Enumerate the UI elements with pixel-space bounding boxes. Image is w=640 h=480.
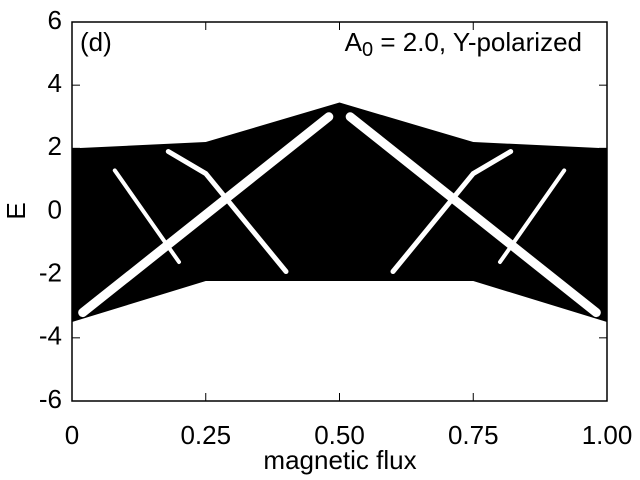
y-tick-label: 2 [48, 131, 62, 161]
spectral-gap [498, 168, 567, 265]
x-tick-label: 0.75 [448, 420, 499, 450]
title-subscript: 0 [362, 39, 373, 61]
x-tick-label: 0.50 [314, 420, 365, 450]
x-tick-label: 0.25 [180, 420, 231, 450]
chart-title: A0 = 2.0, Y-polarized [345, 27, 582, 61]
title-rest: = 2.0, Y-polarized [373, 27, 582, 57]
y-tick-label: 0 [48, 194, 62, 224]
spectral-gap [390, 148, 514, 275]
x-tick-label: 1.00 [582, 420, 633, 450]
y-tick-label: 4 [48, 68, 62, 98]
y-tick-label: -2 [39, 258, 62, 288]
energy-band [72, 102, 607, 323]
y-tick-label: -4 [39, 321, 62, 351]
spectral-gap [345, 112, 601, 318]
plot-area [72, 102, 607, 323]
x-tick-label: 0 [65, 420, 79, 450]
x-axis-label: magnetic flux [263, 445, 416, 475]
spectral-gap [78, 112, 334, 318]
y-axis-label: E [1, 202, 31, 219]
y-tick-label: 6 [48, 5, 62, 35]
spectral-gap [165, 148, 289, 275]
spectral-gap [112, 168, 181, 265]
panel-label: (d) [80, 27, 112, 57]
y-tick-label: -6 [39, 384, 62, 414]
title-base: A [345, 27, 363, 57]
